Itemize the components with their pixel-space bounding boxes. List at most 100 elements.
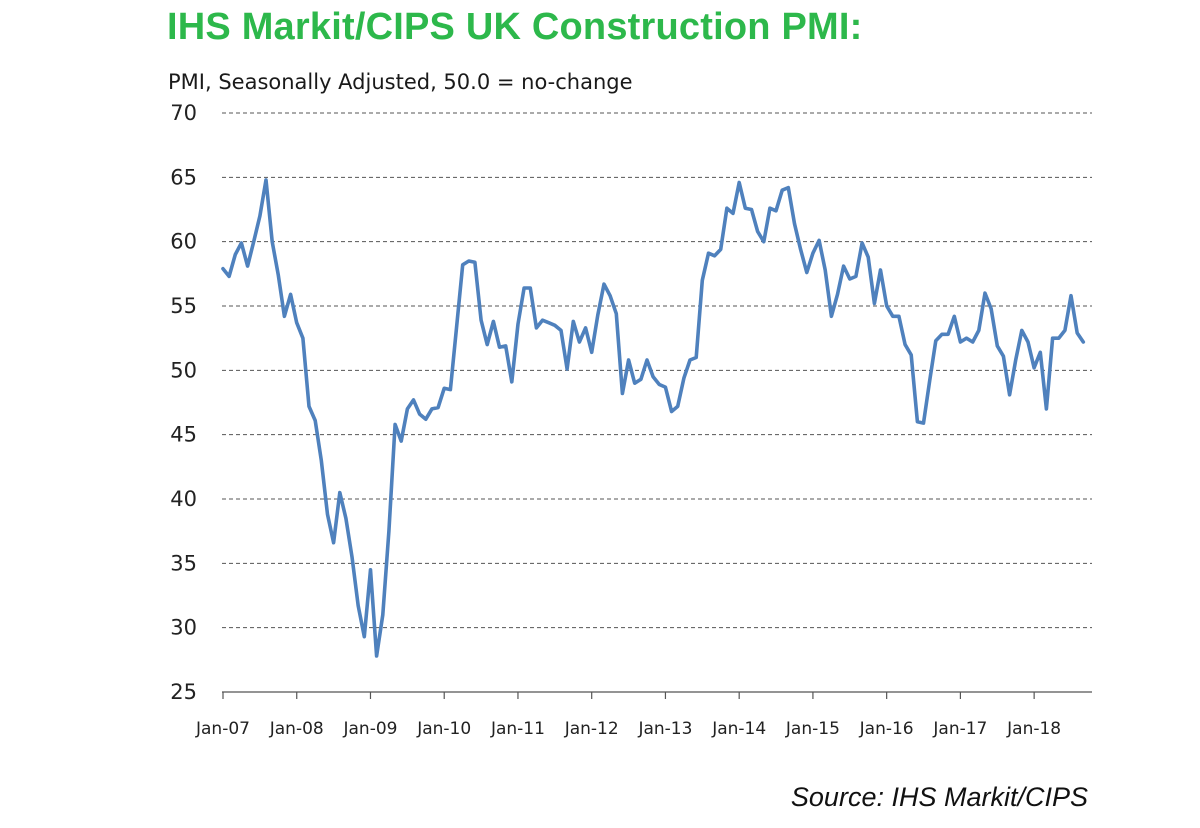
- x-tick-label-Jan-17: Jan-17: [932, 719, 987, 739]
- data-point: [775, 210, 777, 212]
- data-point: [978, 329, 980, 331]
- data-point: [886, 305, 888, 307]
- data-point: [763, 241, 765, 243]
- data-point: [683, 377, 685, 379]
- data-point: [517, 323, 519, 325]
- data-point: [965, 337, 967, 339]
- data-point: [806, 271, 808, 273]
- data-point: [584, 327, 586, 329]
- x-tick-label-Jan-14: Jan-14: [711, 719, 766, 739]
- data-point: [849, 278, 851, 280]
- data-point: [443, 387, 445, 389]
- data-point: [498, 346, 500, 348]
- data-point: [406, 408, 408, 410]
- data-point: [308, 405, 310, 407]
- data-point: [646, 359, 648, 361]
- data-point: [787, 186, 789, 188]
- data-point: [947, 333, 949, 335]
- data-point: [314, 419, 316, 421]
- y-tick-label-55: 55: [170, 294, 197, 318]
- data-point: [289, 293, 291, 295]
- data-point: [824, 269, 826, 271]
- data-point: [480, 319, 482, 321]
- data-point: [732, 212, 734, 214]
- data-point: [941, 333, 943, 335]
- data-point: [412, 399, 414, 401]
- chart-subtitle: PMI, Seasonally Adjusted, 50.0 = no-chan…: [168, 70, 633, 94]
- data-point: [609, 295, 611, 297]
- data-point: [756, 230, 758, 232]
- y-tick-label-25: 25: [170, 680, 197, 704]
- x-tick-label-Jan-16: Jan-16: [859, 719, 914, 739]
- data-point: [357, 605, 359, 607]
- data-point: [277, 274, 279, 276]
- data-point: [240, 242, 242, 244]
- data-point: [474, 261, 476, 263]
- data-point: [1002, 355, 1004, 357]
- data-point: [873, 302, 875, 304]
- data-point: [879, 269, 881, 271]
- data-point: [591, 351, 593, 353]
- data-point: [781, 189, 783, 191]
- series-layer: [221, 178, 1086, 658]
- data-point: [910, 354, 912, 356]
- data-point: [1045, 408, 1047, 410]
- x-tick-label-Jan-10: Jan-10: [416, 719, 471, 739]
- source-note: Source: IHS Markit/CIPS: [790, 782, 1088, 812]
- data-point: [799, 248, 801, 250]
- data-point: [935, 340, 937, 342]
- y-tick-label-40: 40: [170, 487, 197, 511]
- data-point: [1051, 337, 1053, 339]
- data-point: [492, 320, 494, 322]
- x-tick-label-Jan-15: Jan-15: [785, 719, 840, 739]
- data-point: [597, 314, 599, 316]
- data-point: [916, 421, 918, 423]
- data-point: [664, 386, 666, 388]
- data-point: [867, 256, 869, 258]
- data-point: [677, 405, 679, 407]
- data-point: [332, 542, 334, 544]
- data-point: [707, 252, 709, 254]
- data-point: [744, 207, 746, 209]
- data-point: [652, 376, 654, 378]
- data-point: [695, 356, 697, 358]
- data-point: [462, 264, 464, 266]
- data-point: [904, 343, 906, 345]
- data-point: [572, 320, 574, 322]
- grid-lines: [222, 112, 1092, 629]
- data-point: [345, 517, 347, 519]
- data-point: [836, 293, 838, 295]
- data-point: [382, 614, 384, 616]
- data-point: [959, 341, 961, 343]
- data-point: [972, 341, 974, 343]
- data-point: [634, 382, 636, 384]
- data-point: [670, 410, 672, 412]
- data-point: [554, 324, 556, 326]
- data-point: [418, 413, 420, 415]
- data-point: [468, 260, 470, 262]
- data-point: [511, 381, 513, 383]
- data-point: [640, 378, 642, 380]
- data-point: [425, 418, 427, 420]
- data-point: [1033, 367, 1035, 369]
- data-point: [535, 327, 537, 329]
- data-point: [818, 239, 820, 241]
- data-point: [793, 223, 795, 225]
- data-point: [898, 315, 900, 317]
- x-tick-label-Jan-18: Jan-18: [1006, 719, 1061, 739]
- data-point: [437, 406, 439, 408]
- data-point: [351, 556, 353, 558]
- data-point: [259, 215, 261, 217]
- data-point: [455, 327, 457, 329]
- data-point: [1008, 394, 1010, 396]
- data-point: [548, 322, 550, 324]
- data-point: [320, 459, 322, 461]
- chart-title: IHS Markit/CIPS UK Construction PMI:: [167, 6, 863, 48]
- data-point: [621, 392, 623, 394]
- x-tick-label-Jan-12: Jan-12: [564, 719, 619, 739]
- data-point: [1082, 341, 1084, 343]
- data-point: [726, 207, 728, 209]
- data-point: [431, 408, 433, 410]
- data-point: [246, 265, 248, 267]
